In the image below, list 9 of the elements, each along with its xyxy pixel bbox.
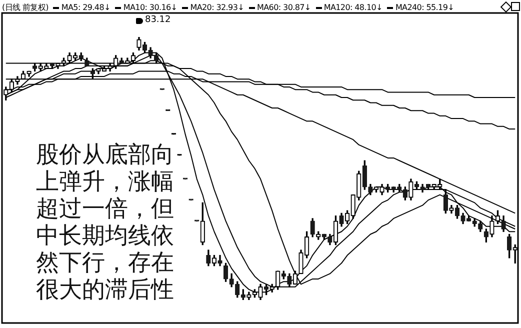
text: 83.12 bbox=[144, 15, 171, 25]
legend-label: MA10: 30.16↓ bbox=[123, 3, 178, 12]
legend-label: MA5: 29.48↓ bbox=[61, 3, 110, 12]
annotation: 股价从底部向上弹升，涨幅超过一倍，但中长期均线依然下行，存在很大的滞后性 bbox=[36, 142, 174, 304]
chart-title: (日线 前复权) bbox=[2, 2, 48, 13]
legend-label: MA20: 32.93↓ bbox=[190, 3, 244, 12]
legend-label: MA60: 30.87↓ bbox=[257, 3, 311, 12]
legend-label: MA120: 48.10↓ bbox=[324, 3, 382, 12]
legend-label: MA240: 55.19↓ bbox=[395, 3, 454, 12]
